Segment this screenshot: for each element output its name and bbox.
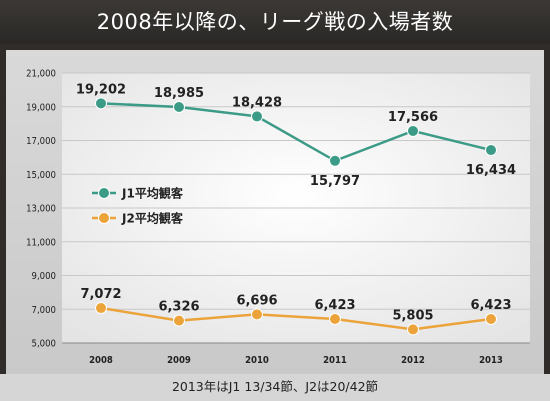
data-point [95,302,107,315]
data-point [329,312,341,325]
y-tick-label: 15,000 [26,170,56,181]
series-line-2 [100,306,492,331]
x-tick-label: 2009 [167,355,191,366]
legend-label-1: J1平均観客 [121,186,184,201]
footnote: 2013年はJ1 13/34節、J2は20/42節 [0,374,550,401]
legend-marker-1 [98,187,110,199]
y-tick-label: 5,000 [32,339,56,350]
data-label: 18,428 [232,95,282,110]
x-tick-label: 2008 [89,355,113,366]
legend-marker-2 [98,212,110,224]
data-label: 5,805 [392,308,433,323]
data-point [407,323,419,336]
data-point [251,308,263,321]
data-label: 6,423 [314,298,355,313]
y-tick-label: 13,000 [26,204,56,215]
x-tick-label: 2013 [479,355,503,366]
y-tick-label: 7,000 [32,305,56,316]
data-label: 7,072 [80,287,121,302]
data-label: 6,326 [158,300,199,315]
data-point [329,154,341,167]
y-tick-label: 11,000 [26,237,56,248]
legend-label-2: J2平均観客 [121,211,184,226]
data-point [485,144,497,157]
data-point [95,97,107,110]
data-label: 16,434 [466,163,516,178]
chart-title: 2008年以降の、リーグ戦の入場者数 [0,0,550,44]
data-point [251,110,263,123]
x-tick-label: 2010 [245,355,269,366]
y-tick-label: 17,000 [26,136,56,147]
data-label: 18,985 [154,86,204,101]
x-tick-label: 2011 [323,355,347,366]
data-label: 17,566 [388,110,438,125]
y-tick-label: 19,000 [26,102,56,113]
y-tick-label: 9,000 [32,271,56,282]
data-point [173,101,185,114]
data-label: 19,202 [76,82,126,97]
data-label: 6,696 [236,293,277,308]
data-point [485,312,497,325]
y-tick-label: 21,000 [26,69,56,80]
data-point [407,124,419,137]
series-line-1 [100,102,492,163]
data-point [173,314,185,327]
data-label: 15,797 [310,174,360,189]
data-label: 6,423 [470,298,511,313]
x-tick-label: 2012 [401,355,425,366]
